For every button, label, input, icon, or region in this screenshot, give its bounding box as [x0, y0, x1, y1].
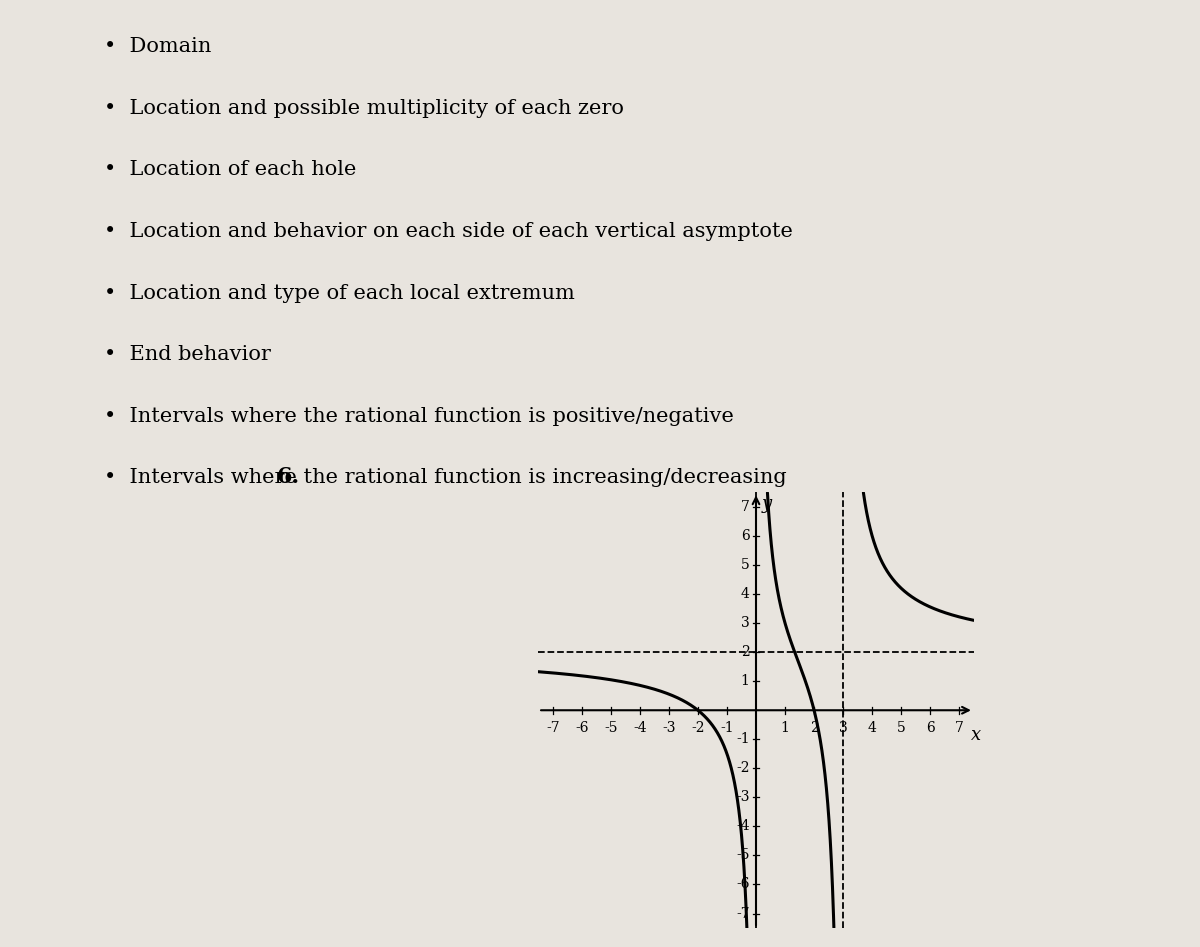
Text: 5: 5 — [740, 558, 750, 572]
Text: -7: -7 — [546, 722, 559, 735]
Text: 6.: 6. — [277, 466, 300, 488]
Text: 7: 7 — [955, 722, 964, 735]
Text: 3: 3 — [740, 616, 750, 630]
Text: 4: 4 — [740, 587, 750, 601]
Text: 2: 2 — [740, 645, 750, 659]
Text: -1: -1 — [720, 722, 733, 735]
Text: -2: -2 — [691, 722, 704, 735]
Text: •  Location and behavior on each side of each vertical asymptote: • Location and behavior on each side of … — [104, 222, 793, 241]
Text: -1: -1 — [736, 732, 750, 746]
Text: •  End behavior: • End behavior — [104, 345, 271, 365]
Text: 1: 1 — [781, 722, 790, 735]
Text: 6: 6 — [926, 722, 935, 735]
Text: -3: -3 — [662, 722, 676, 735]
Text: •  Location and possible multiplicity of each zero: • Location and possible multiplicity of … — [104, 98, 624, 118]
Text: 3: 3 — [839, 722, 847, 735]
Text: -3: -3 — [736, 791, 750, 804]
Text: -5: -5 — [604, 722, 618, 735]
Text: 5: 5 — [896, 722, 906, 735]
Text: -4: -4 — [634, 722, 647, 735]
Text: •  Domain: • Domain — [104, 37, 211, 57]
Text: -6: -6 — [575, 722, 588, 735]
Text: 2: 2 — [810, 722, 818, 735]
Text: 1: 1 — [740, 674, 750, 688]
Text: 6: 6 — [740, 529, 750, 543]
Text: -7: -7 — [736, 906, 750, 920]
Text: 7: 7 — [740, 500, 750, 514]
Text: 4: 4 — [868, 722, 877, 735]
Text: •  Location and type of each local extremum: • Location and type of each local extrem… — [104, 283, 575, 303]
Text: •  Location of each hole: • Location of each hole — [104, 160, 356, 180]
Text: -6: -6 — [736, 878, 750, 891]
Text: -5: -5 — [736, 849, 750, 863]
Text: -4: -4 — [736, 819, 750, 833]
Text: •  Intervals where the rational function is positive/negative: • Intervals where the rational function … — [104, 406, 734, 426]
Text: y: y — [761, 495, 772, 513]
Text: x: x — [971, 726, 982, 744]
Text: •  Intervals where the rational function is increasing/decreasing: • Intervals where the rational function … — [104, 468, 787, 488]
Text: -2: -2 — [736, 761, 750, 776]
